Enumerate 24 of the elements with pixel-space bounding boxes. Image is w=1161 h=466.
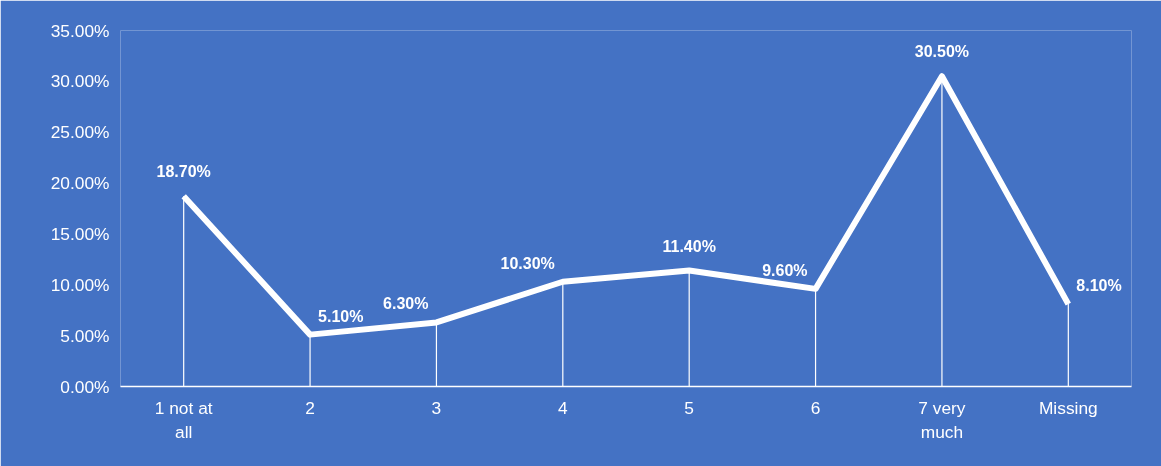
x-tick-label: 1 not at all [154, 397, 213, 442]
data-label: 10.30% [500, 254, 555, 272]
x-tick-label: Missing [1038, 397, 1098, 418]
y-tick-label: 10.00% [50, 274, 110, 295]
data-label: 8.10% [1076, 277, 1122, 295]
x-tick-label: 3 [431, 397, 442, 418]
data-label: 9.60% [762, 261, 808, 279]
y-tick-label: 5.00% [60, 325, 110, 346]
y-tick-label: 30.00% [50, 71, 110, 92]
data-label: 30.50% [914, 43, 970, 61]
y-tick-label: 25.00% [50, 122, 110, 143]
data-label: 11.40% [662, 237, 716, 255]
data-label: 18.70% [156, 163, 211, 181]
data-label: 5.10% [318, 307, 364, 325]
x-tick-label: 6 [810, 397, 821, 418]
x-tick-label: 2 [305, 397, 315, 418]
y-tick-label: 20.00% [50, 173, 110, 194]
x-tick-label: 7 very much [918, 397, 966, 442]
x-tick-label: 4 [557, 397, 568, 418]
y-tick-label: 0.00% [60, 376, 110, 397]
x-tick-label: 5 [684, 397, 695, 418]
data-label: 6.30% [383, 295, 429, 313]
y-tick-label: 35.00% [50, 20, 110, 41]
y-tick-label: 15.00% [50, 223, 110, 244]
